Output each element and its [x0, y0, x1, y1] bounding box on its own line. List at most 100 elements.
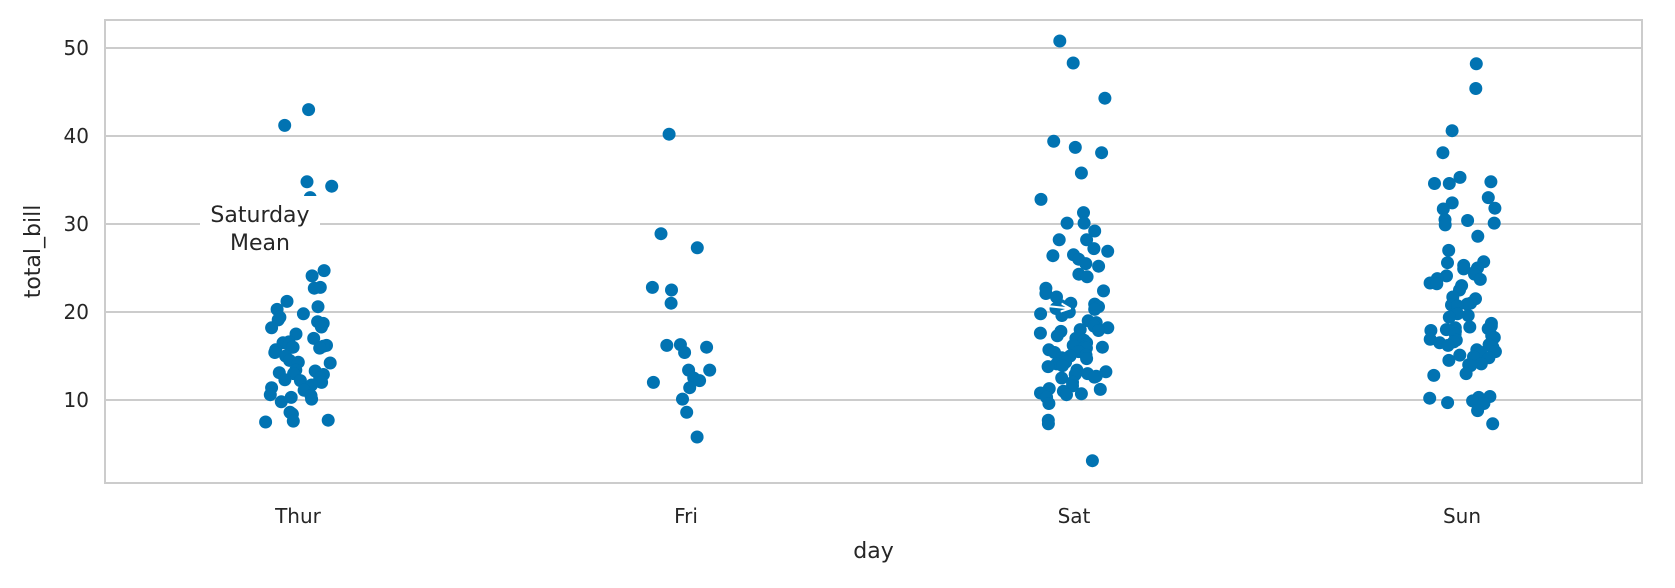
data-point-sun	[1469, 82, 1483, 95]
data-point-thur	[284, 390, 298, 404]
data-point-sat	[1042, 397, 1056, 410]
data-point-sun	[1460, 297, 1474, 311]
data-point-sun	[1441, 256, 1454, 270]
y-axis-label: total_bill	[21, 205, 46, 299]
data-point-sun	[1453, 348, 1467, 362]
data-point-sun	[1427, 368, 1441, 382]
data-point-sun	[1442, 177, 1456, 190]
data-point-sat	[1093, 382, 1107, 396]
data-point-fri	[703, 363, 717, 377]
data-point-thur	[259, 415, 273, 429]
data-point-sat	[1092, 259, 1106, 273]
data-point-sun	[1459, 367, 1473, 381]
data-point-sat	[1052, 233, 1066, 247]
data-point-sat	[1097, 284, 1110, 298]
data-point-fri	[645, 280, 659, 294]
data-point-thur	[278, 373, 292, 387]
data-point-sat	[1046, 249, 1060, 263]
data-point-sat	[1060, 216, 1074, 230]
data-point-thur	[296, 307, 310, 321]
data-point-sat	[1088, 224, 1102, 238]
data-point-sat	[1080, 352, 1094, 366]
data-point-sun	[1430, 277, 1444, 291]
data-point-sun	[1466, 394, 1480, 408]
x-axis-label: day	[853, 539, 893, 564]
data-point-sat	[1068, 140, 1082, 154]
data-point-sun	[1487, 216, 1501, 230]
data-point-sun	[1463, 320, 1477, 334]
data-point-sat	[1095, 146, 1109, 160]
data-point-sat	[1074, 166, 1088, 180]
data-point-fri	[646, 375, 660, 389]
data-point-thur	[307, 281, 321, 295]
data-point-sun	[1471, 404, 1485, 418]
data-point-thur	[321, 413, 335, 427]
data-point-sat	[1050, 329, 1064, 343]
data-point-sat	[1041, 360, 1055, 374]
data-point-sat	[1080, 270, 1094, 284]
data-point-thur	[265, 321, 279, 335]
data-point-fri	[662, 127, 676, 141]
data-point-fri	[660, 338, 674, 352]
data-point-sun	[1441, 338, 1455, 352]
data-point-sun	[1486, 417, 1500, 431]
data-point-sat	[1079, 257, 1093, 271]
annotation-text-line2: Mean	[230, 231, 290, 256]
y-tick-label: 50	[64, 36, 89, 60]
data-point-sun	[1436, 202, 1450, 216]
data-point-sun	[1445, 124, 1459, 138]
data-point-thur	[315, 375, 329, 389]
data-point-thur	[325, 179, 339, 193]
data-point-sun	[1453, 170, 1467, 184]
data-point-thur	[314, 320, 328, 334]
data-point-fri	[665, 283, 678, 297]
annotation-text-line1: Saturday	[210, 203, 309, 228]
data-point-thur	[307, 331, 321, 345]
data-point-thur	[305, 269, 319, 283]
y-tick-label: 40	[64, 124, 89, 148]
data-point-sun	[1442, 310, 1456, 324]
data-point-thur	[317, 264, 331, 278]
data-point-sat	[1077, 206, 1090, 220]
data-point-sat	[1085, 454, 1099, 468]
x-tick-label: Thur	[274, 504, 322, 528]
annotation-arrow	[321, 227, 1070, 308]
data-point-sat	[1101, 244, 1115, 258]
data-point-sun	[1442, 243, 1456, 257]
data-point-sun	[1474, 357, 1488, 371]
data-point-thur	[286, 340, 300, 354]
data-point-sun	[1488, 201, 1502, 215]
data-point-sat	[1077, 216, 1091, 230]
data-point-sat	[1080, 233, 1094, 247]
data-point-sat	[1053, 34, 1067, 48]
data-point-sat	[1099, 365, 1113, 379]
data-point-fri	[700, 340, 714, 354]
data-point-thur	[280, 294, 294, 308]
data-point-fri	[664, 296, 678, 310]
data-point-thur	[278, 118, 292, 132]
data-point-sat	[1055, 309, 1069, 322]
data-point-sat	[1087, 242, 1101, 256]
data-point-thur	[311, 300, 325, 314]
data-points	[259, 34, 1502, 468]
data-point-thur	[323, 356, 337, 370]
data-point-sun	[1484, 175, 1498, 189]
y-tick-label: 20	[64, 300, 89, 324]
data-point-sat	[1060, 388, 1073, 402]
data-point-sat	[1098, 91, 1112, 105]
data-point-sat	[1066, 56, 1080, 70]
plot-frame	[104, 19, 1643, 484]
data-point-sun	[1461, 309, 1475, 322]
data-point-sat	[1039, 287, 1053, 300]
annotation: Saturday Mean	[200, 196, 1070, 308]
data-point-sat	[1088, 302, 1102, 316]
x-tick-label: Fri	[674, 504, 698, 528]
data-point-thur	[274, 395, 288, 409]
data-point-sat	[1095, 340, 1109, 354]
data-point-thur	[302, 103, 316, 117]
x-tick-label: Sun	[1443, 504, 1481, 528]
data-point-sun	[1438, 218, 1452, 232]
data-point-sun	[1469, 57, 1483, 71]
